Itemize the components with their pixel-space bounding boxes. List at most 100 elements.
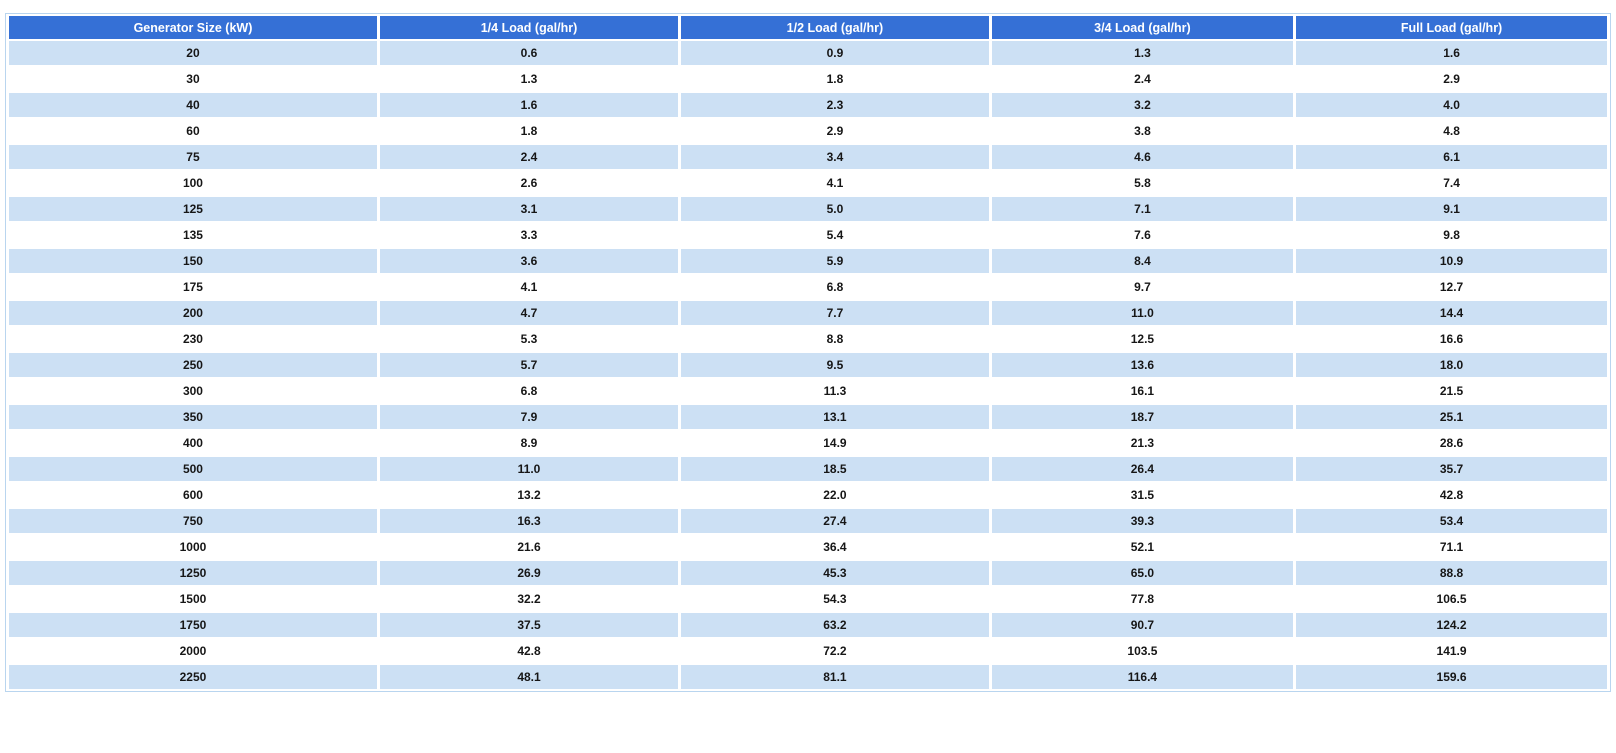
table-cell: 26.9 [379,561,679,585]
table-cell: 13.1 [681,405,989,429]
column-header: 3/4 Load (gal/hr) [991,16,1294,39]
table-row: 40 1.6 2.3 3.2 4.0 [9,93,1607,117]
table-row: 350 7.9 13.1 18.7 25.1 [9,405,1607,429]
table-cell: 4.8 [1296,119,1607,143]
table-cell: 8.8 [681,327,989,351]
table-cell: 159.6 [1296,665,1607,689]
table-cell: 4.1 [379,275,679,299]
table-cell: 16.3 [379,509,679,533]
table-cell: 5.0 [681,197,989,221]
table-row: 230 5.3 8.8 12.5 16.6 [9,327,1607,351]
table-cell: 12.7 [1296,275,1607,299]
table-row: 175 4.1 6.8 9.7 12.7 [9,275,1607,299]
table-cell: 5.7 [379,353,679,377]
table-cell: 2.4 [991,67,1294,91]
table-cell: 1500 [9,587,377,611]
column-header: Full Load (gal/hr) [1296,16,1607,39]
table-cell: 7.1 [991,197,1294,221]
table-cell: 21.5 [1296,379,1607,403]
table-cell: 20 [9,41,377,65]
table-cell: 5.9 [681,249,989,273]
table-cell: 11.3 [681,379,989,403]
table-cell: 600 [9,483,377,507]
table-cell: 125 [9,197,377,221]
table-cell: 141.9 [1296,639,1607,663]
table-cell: 175 [9,275,377,299]
table-cell: 42.8 [379,639,679,663]
table-row: 500 11.0 18.5 26.4 35.7 [9,457,1607,481]
table-cell: 2.4 [379,145,679,169]
table-cell: 72.2 [681,639,989,663]
table-cell: 36.4 [681,535,989,559]
table-row: 135 3.3 5.4 7.6 9.8 [9,223,1607,247]
table-row: 400 8.9 14.9 21.3 28.6 [9,431,1607,455]
table-row: 1500 32.2 54.3 77.8 106.5 [9,587,1607,611]
table-cell: 27.4 [681,509,989,533]
table-cell: 9.8 [1296,223,1607,247]
table-cell: 7.6 [991,223,1294,247]
table-row: 300 6.8 11.3 16.1 21.5 [9,379,1607,403]
table-row: 125 3.1 5.0 7.1 9.1 [9,197,1607,221]
table-cell: 21.3 [991,431,1294,455]
table-cell: 1.8 [379,119,679,143]
table-cell: 32.2 [379,587,679,611]
table-cell: 135 [9,223,377,247]
fuel-consumption-table: Generator Size (kW) 1/4 Load (gal/hr) 1/2 … [5,13,1611,692]
table-cell: 11.0 [379,457,679,481]
table-cell: 18.0 [1296,353,1607,377]
column-header: 1/4 Load (gal/hr) [379,16,679,39]
table-cell: 116.4 [991,665,1294,689]
table-cell: 0.6 [379,41,679,65]
table-cell: 18.7 [991,405,1294,429]
table-cell: 21.6 [379,535,679,559]
table-cell: 1.6 [1296,41,1607,65]
table-cell: 2.3 [681,93,989,117]
table-cell: 3.4 [681,145,989,169]
table-cell: 52.1 [991,535,1294,559]
table-cell: 31.5 [991,483,1294,507]
table-cell: 750 [9,509,377,533]
header-row: Generator Size (kW) 1/4 Load (gal/hr) 1/2 … [9,16,1607,39]
table-cell: 4.6 [991,145,1294,169]
table-cell: 7.4 [1296,171,1607,195]
table-cell: 7.7 [681,301,989,325]
table-cell: 2000 [9,639,377,663]
table-row: 30 1.3 1.8 2.4 2.9 [9,67,1607,91]
table-row: 600 13.2 22.0 31.5 42.8 [9,483,1607,507]
table-cell: 9.1 [1296,197,1607,221]
table-cell: 124.2 [1296,613,1607,637]
table-cell: 10.9 [1296,249,1607,273]
table-cell: 2.9 [1296,67,1607,91]
table-cell: 3.6 [379,249,679,273]
table-cell: 28.6 [1296,431,1607,455]
table-cell: 1.3 [991,41,1294,65]
table-row: 2250 48.1 81.1 116.4 159.6 [9,665,1607,689]
table-row: 20 0.6 0.9 1.3 1.6 [9,41,1607,65]
table-cell: 37.5 [379,613,679,637]
table-cell: 88.8 [1296,561,1607,585]
table-cell: 60 [9,119,377,143]
table-row: 750 16.3 27.4 39.3 53.4 [9,509,1607,533]
table-cell: 39.3 [991,509,1294,533]
table-cell: 63.2 [681,613,989,637]
table-cell: 30 [9,67,377,91]
table-cell: 103.5 [991,639,1294,663]
table-cell: 3.8 [991,119,1294,143]
table-cell: 230 [9,327,377,351]
table-cell: 16.1 [991,379,1294,403]
table-cell: 300 [9,379,377,403]
table-cell: 500 [9,457,377,481]
table-row: 75 2.4 3.4 4.6 6.1 [9,145,1607,169]
table-cell: 8.4 [991,249,1294,273]
table-row: 150 3.6 5.9 8.4 10.9 [9,249,1607,273]
table-cell: 2.6 [379,171,679,195]
table-cell: 53.4 [1296,509,1607,533]
table-cell: 106.5 [1296,587,1607,611]
table-cell: 14.9 [681,431,989,455]
table-cell: 350 [9,405,377,429]
column-header: 1/2 Load (gal/hr) [681,16,989,39]
table-cell: 14.4 [1296,301,1607,325]
column-header: Generator Size (kW) [9,16,377,39]
table-cell: 150 [9,249,377,273]
table-cell: 13.2 [379,483,679,507]
